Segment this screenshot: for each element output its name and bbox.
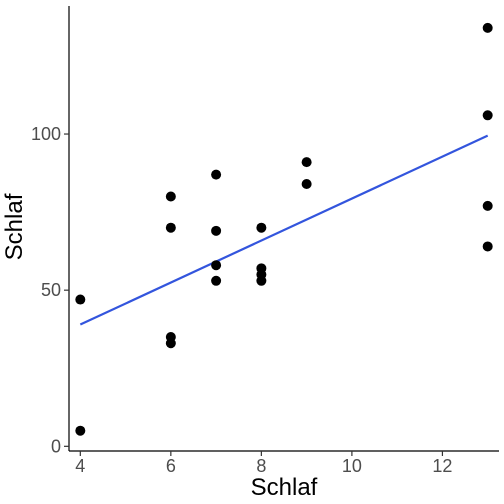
y-tick-label: 0 (51, 436, 61, 456)
data-point (165, 338, 176, 349)
y-tick-label: 50 (41, 280, 61, 300)
y-tick-label: 100 (31, 124, 61, 144)
data-point (482, 241, 493, 252)
data-point (301, 179, 312, 189)
x-tick-label: 12 (432, 456, 452, 476)
data-point (165, 191, 176, 202)
data-point (211, 275, 222, 286)
data-point (482, 200, 493, 211)
data-point (211, 169, 222, 180)
axes (68, 6, 499, 452)
data-point (75, 425, 86, 436)
y-axis-title: Schlaf (1, 193, 28, 260)
points-layer (75, 22, 493, 436)
x-axis-ticks: 4 6 8 10 12 (75, 451, 452, 476)
data-point (482, 22, 493, 33)
x-tick-label: 4 (75, 456, 85, 476)
data-point (256, 275, 267, 286)
data-point (256, 222, 267, 233)
x-axis-title: Schlaf (251, 474, 318, 501)
data-point (211, 225, 222, 236)
data-point (301, 157, 312, 168)
trend-layer (79, 134, 489, 326)
y-axis-ticks: 0 50 100 (31, 124, 69, 456)
data-point (482, 110, 493, 121)
x-tick-label: 8 (256, 456, 266, 476)
x-tick-label: 6 (166, 456, 176, 476)
x-tick-label: 10 (342, 456, 362, 476)
trend-line (79, 134, 489, 326)
data-point (211, 260, 222, 271)
data-point (75, 294, 86, 305)
data-point (165, 222, 176, 233)
